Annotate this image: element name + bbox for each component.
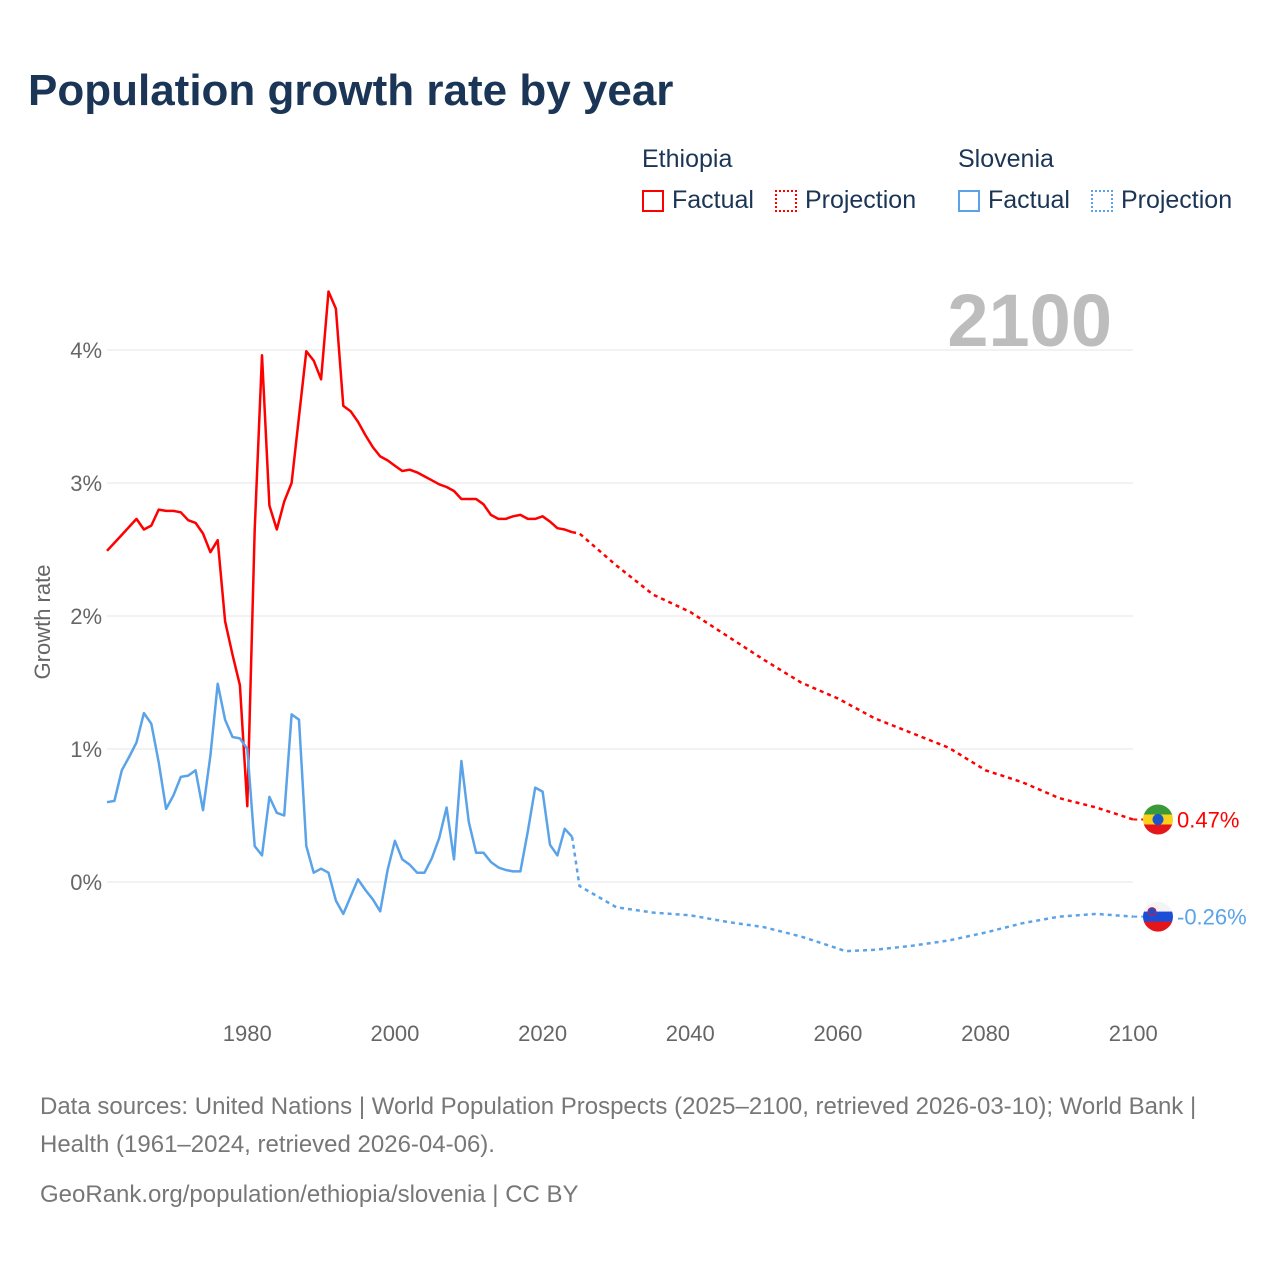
legend-group-title: Slovenia <box>958 145 1054 173</box>
y-axis-label: Growth rate <box>30 565 55 680</box>
slovenia-factual-line <box>106 682 574 916</box>
legend-item-slovenia-projection[interactable]: Projection <box>1090 186 1233 215</box>
slovenia-flag-icon <box>1143 901 1173 932</box>
x-tick-label: 1980 <box>223 1021 272 1046</box>
legend-item-ethiopia-projection[interactable]: Projection <box>774 186 917 215</box>
current-year-label: 2100 <box>947 279 1112 362</box>
page-title: Population growth rate by year <box>28 66 674 115</box>
dotted-swatch-icon <box>1090 189 1113 212</box>
y-tick-label: 4% <box>70 338 102 363</box>
data-sources: Data sources: United Nations | World Pop… <box>40 1093 1197 1158</box>
ethiopia-end-value-label: 0.47% <box>1177 807 1239 832</box>
legend-label: Factual <box>988 186 1070 214</box>
x-tick-label: 2000 <box>370 1021 419 1046</box>
x-tick-label: 2020 <box>518 1021 567 1046</box>
slovenia-projection-line <box>570 836 1134 953</box>
footer: Data sources: United Nations | World Pop… <box>40 1088 1240 1214</box>
source-link[interactable]: GeoRank.org/population/ethiopia/slovenia… <box>40 1181 579 1208</box>
x-tick-label: 2060 <box>813 1021 862 1046</box>
legend-label: Projection <box>1120 186 1233 214</box>
x-tick-label: 2080 <box>961 1021 1010 1046</box>
dotted-swatch-icon <box>774 189 797 212</box>
ethiopia-factual-line <box>106 290 573 808</box>
legend-item-slovenia-factual[interactable]: Factual <box>958 186 1070 215</box>
ethiopia-projection-line <box>571 530 1134 821</box>
solid-swatch-icon <box>958 189 980 212</box>
legend-ethiopia: Ethiopia Factual Projection <box>642 145 930 219</box>
y-tick-label: 1% <box>70 737 102 762</box>
y-tick-label: 3% <box>70 471 102 496</box>
legend-label: Projection <box>804 186 917 214</box>
legend-slovenia: Slovenia Factual Projection <box>958 145 1246 219</box>
legend-label: Factual <box>672 186 754 214</box>
legend-group-title: Ethiopia <box>642 145 733 173</box>
ethiopia-flag-icon <box>1143 804 1173 835</box>
slovenia-end-value-label: -0.26% <box>1177 905 1247 930</box>
y-tick-label: 0% <box>70 870 102 895</box>
legend-item-ethiopia-factual[interactable]: Factual <box>642 186 754 215</box>
x-tick-label: 2040 <box>666 1021 715 1046</box>
x-tick-label: 2100 <box>1109 1021 1158 1046</box>
solid-swatch-icon <box>642 189 664 212</box>
y-tick-label: 2% <box>70 604 102 629</box>
